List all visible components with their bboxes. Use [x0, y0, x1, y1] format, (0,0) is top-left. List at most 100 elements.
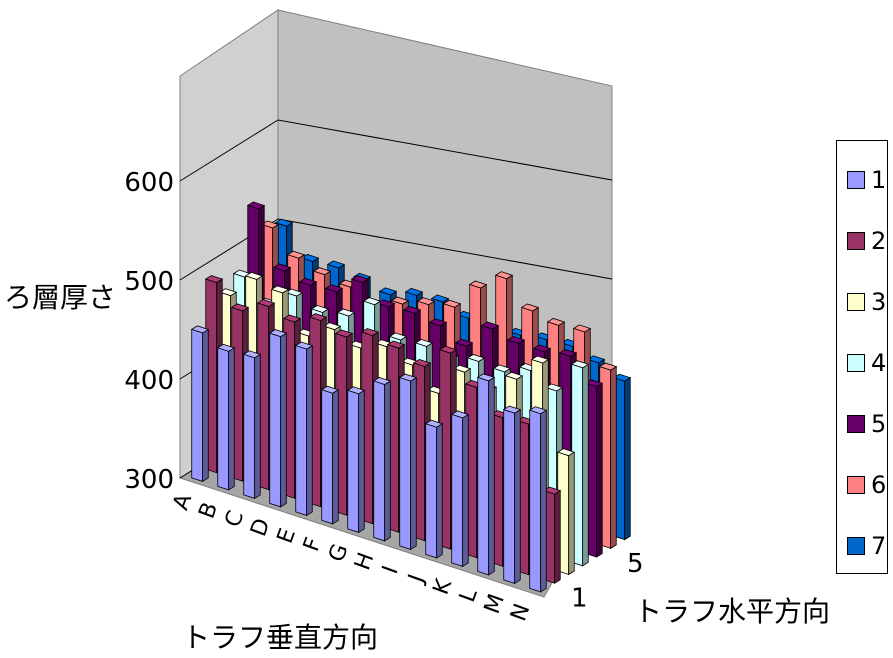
bar	[502, 405, 522, 585]
bar-top	[454, 338, 474, 347]
bar-side	[436, 423, 443, 559]
bar-front	[217, 347, 230, 491]
bar	[476, 373, 496, 576]
legend-swatch	[847, 476, 865, 494]
bar-top	[256, 299, 276, 307]
bar-side	[554, 489, 561, 584]
bar-top	[468, 280, 488, 289]
depth-tick-label: 1	[571, 584, 588, 614]
y-axis-ticks: 300 400 500 600	[124, 168, 174, 495]
bar-top	[270, 285, 290, 294]
bar-side	[488, 376, 495, 576]
bar-top	[308, 313, 328, 322]
bar-top	[546, 317, 566, 326]
bar-top	[346, 386, 366, 395]
bar-top	[466, 354, 486, 362]
bar-front	[373, 380, 386, 542]
bar-side	[358, 389, 365, 534]
bar-top	[312, 267, 332, 276]
bar-front	[451, 413, 464, 567]
bar-side	[202, 328, 209, 483]
legend-label: 7	[871, 532, 887, 560]
bar-top	[530, 355, 550, 364]
bar-front	[321, 389, 334, 525]
legend-label: 2	[871, 227, 887, 255]
x-tick-label: C	[221, 508, 250, 531]
bar-top	[598, 362, 618, 371]
bar-front	[347, 389, 360, 533]
bar-top	[402, 305, 422, 314]
legend-item: 1	[847, 165, 886, 195]
legend-swatch	[847, 537, 865, 555]
bar-top	[204, 275, 224, 284]
x-tick-label: I	[378, 563, 404, 578]
legend-swatch	[847, 171, 865, 189]
bar	[398, 373, 418, 551]
bar	[528, 406, 548, 593]
bar-side	[610, 365, 617, 550]
bar-top	[528, 406, 548, 415]
bar-top	[556, 448, 576, 457]
bar-top	[404, 287, 424, 296]
bar-front	[269, 332, 282, 508]
depth-axis-ticks: 15	[571, 549, 644, 614]
x-tick-label: D	[246, 515, 275, 539]
legend-item: 5	[847, 409, 886, 439]
bar-top	[520, 303, 540, 312]
bar-top	[584, 379, 604, 388]
bar-side	[624, 377, 631, 541]
bar-top	[442, 299, 462, 308]
bar-top	[612, 373, 632, 382]
bar-front	[503, 409, 516, 584]
bar-side	[410, 376, 417, 551]
bar-top	[504, 371, 524, 380]
bar-top	[428, 318, 448, 327]
y-tick-label: 300	[124, 465, 174, 495]
bar	[372, 377, 392, 542]
bar-front	[295, 344, 308, 516]
x-tick-label: J	[403, 571, 429, 588]
bar-top	[362, 297, 382, 306]
bar-front	[243, 353, 256, 499]
legend-item: 2	[847, 226, 886, 256]
legend-swatch	[847, 354, 865, 372]
bar-top	[242, 350, 262, 359]
bar-top	[372, 377, 392, 385]
bar-side	[254, 353, 261, 500]
bar-top	[492, 364, 512, 373]
bar-top	[274, 218, 294, 227]
legend-label: 4	[871, 349, 887, 377]
bar-top	[286, 250, 306, 259]
bar	[216, 343, 236, 491]
bar-top	[334, 329, 354, 338]
y-axis-title: ろ層厚さ	[4, 281, 117, 314]
bar-top	[542, 486, 562, 495]
bar-front	[399, 376, 412, 550]
bar-top	[324, 284, 344, 293]
bar-top	[502, 405, 522, 414]
bar-front	[425, 423, 438, 559]
depth-tick-label: 5	[627, 549, 644, 579]
bar-top	[260, 220, 280, 229]
bar-top	[326, 260, 346, 269]
x-tick-label: L	[455, 585, 483, 606]
bar-top	[494, 271, 514, 280]
bar	[242, 350, 262, 500]
legend-label: 1	[871, 166, 887, 194]
bar-top	[416, 297, 436, 306]
bar-top	[450, 410, 470, 419]
bar-top	[320, 385, 340, 394]
bar-top	[298, 277, 318, 286]
bar-top	[430, 294, 450, 303]
bar-top	[414, 338, 434, 347]
bar-top	[438, 345, 458, 354]
bar-top	[284, 288, 304, 297]
legend-swatch	[847, 415, 865, 433]
bar-top	[390, 296, 410, 305]
bar-side	[280, 332, 287, 508]
bar-top	[412, 358, 432, 367]
x-tick-label: M	[480, 591, 510, 617]
x-tick-label: G	[324, 541, 353, 566]
bar-top	[294, 341, 314, 350]
bar-side	[514, 408, 521, 585]
